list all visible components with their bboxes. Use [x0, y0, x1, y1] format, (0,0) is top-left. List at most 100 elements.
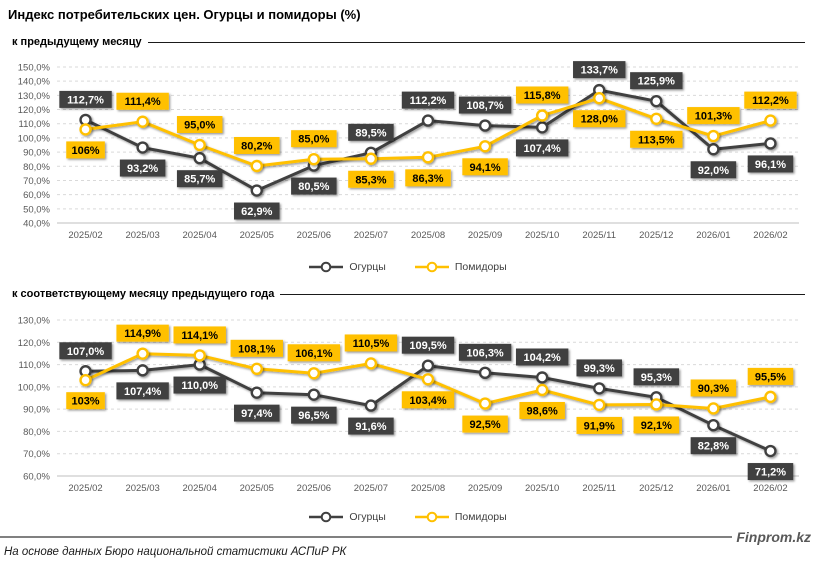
data-point-tomatoes [707, 129, 720, 143]
data-point-cucumbers [193, 151, 206, 165]
data-label-bg-tomatoes [633, 416, 680, 434]
data-label-tomatoes: 108,1% [238, 343, 276, 355]
y-axis-tick-label: 90,0% [23, 148, 50, 159]
data-label-bg-cucumbers [234, 202, 280, 220]
x-axis-tick-label: 2025/10 [525, 230, 559, 241]
data-label-bg-tomatoes [515, 86, 569, 104]
data-point-tomatoes [193, 349, 206, 362]
data-label-cucumbers: 71,2% [755, 467, 786, 479]
data-label-tomatoes: 86,3% [412, 173, 443, 185]
x-axis-tick-label: 2025/05 [240, 230, 274, 241]
x-axis-tick-label: 2025/11 [582, 483, 616, 494]
page-title: Индекс потребительских цен. Огурцы и пом… [8, 7, 361, 22]
data-label-tomatoes: 103% [71, 396, 99, 408]
footer: Finprom.kz На основе данных Бюро национа… [0, 529, 815, 558]
data-label-tomatoes: 111,4% [125, 96, 161, 108]
data-label-bg-tomatoes [344, 334, 398, 352]
data-label-tomatoes: 92,1% [641, 420, 672, 432]
data-point-tomatoes [307, 367, 321, 380]
data-label-tomatoes: 91,9% [584, 420, 615, 432]
x-axis-tick-label: 2025/08 [411, 483, 445, 494]
x-axis-tick-label: 2025/09 [468, 230, 502, 241]
section-header-prev-month: к предыдущему месяцу [12, 36, 805, 48]
data-label-cucumbers: 107,0% [67, 346, 105, 358]
data-label-cucumbers: 110,0% [181, 380, 218, 392]
y-axis-tick-label: 50,0% [23, 204, 50, 215]
data-label-bg-cucumbers [291, 177, 337, 195]
data-label-cucumbers: 112,2% [410, 95, 447, 107]
data-point-cucumbers [707, 143, 720, 156]
data-point-tomatoes [535, 109, 549, 122]
section-divider-line [147, 42, 805, 43]
y-axis-tick-label: 150,0% [18, 63, 51, 74]
x-axis-tick-label: 2026/02 [753, 230, 787, 241]
data-label-cucumbers: 80,5% [298, 181, 329, 193]
data-label-cucumbers: 107,4% [124, 386, 162, 398]
x-axis-tick-label: 2025/12 [639, 483, 673, 494]
data-label-cucumbers: 95,3% [641, 372, 672, 384]
data-label-cucumbers: 108,7% [466, 100, 504, 112]
data-label-cucumbers: 62,9% [241, 206, 272, 218]
data-label-bg-tomatoes [401, 391, 455, 409]
x-axis-tick-label: 2025/06 [297, 483, 331, 494]
data-label-tomatoes: 92,5% [469, 419, 500, 431]
y-axis-tick-label: 130,0% [18, 316, 51, 327]
chart1-legend: Огурцы Помидоры [0, 259, 815, 275]
data-label-bg-cucumbers [747, 155, 794, 173]
data-label-bg-tomatoes [405, 169, 451, 187]
data-label-bg-tomatoes [576, 416, 622, 434]
y-axis-tick-label: 100,0% [18, 133, 51, 144]
data-label-bg-cucumbers [515, 348, 569, 366]
data-label-bg-cucumbers [348, 417, 394, 435]
data-label-tomatoes: 106,1% [295, 348, 333, 360]
data-point-cucumbers [136, 364, 149, 377]
data-point-cucumbers [478, 366, 492, 380]
data-point-tomatoes [250, 159, 263, 173]
footer-divider-line [0, 536, 733, 538]
x-axis-tick-label: 2025/02 [68, 483, 102, 494]
data-label-bg-cucumbers [690, 161, 737, 179]
data-label-tomatoes: 114,1% [181, 330, 218, 342]
data-label-cucumbers: 104,2% [523, 352, 561, 364]
data-label-bg-tomatoes [462, 158, 508, 176]
legend-label-tomatoes: Помидоры [454, 511, 507, 523]
data-label-bg-cucumbers [119, 159, 166, 177]
data-point-tomatoes [136, 115, 149, 128]
x-axis-tick-label: 2025/03 [125, 230, 159, 241]
data-point-cucumbers [650, 94, 663, 108]
y-axis-tick-label: 60,0% [23, 472, 50, 483]
data-label-tomatoes: 113,5% [638, 134, 675, 146]
x-axis-tick-label: 2026/01 [696, 230, 730, 241]
data-label-cucumbers: 96,5% [298, 410, 329, 422]
data-label-cucumbers: 91,6% [355, 421, 386, 433]
legend-marker-icon [309, 511, 344, 523]
data-label-bg-tomatoes [116, 324, 169, 342]
data-label-tomatoes: 85,0% [298, 134, 329, 146]
data-point-cucumbers [250, 386, 263, 399]
data-label-bg-tomatoes [173, 326, 226, 344]
data-point-cucumbers [535, 121, 549, 134]
data-label-cucumbers: 82,8% [698, 441, 729, 453]
data-point-tomatoes [250, 362, 263, 376]
data-point-cucumbers [707, 418, 720, 432]
data-label-bg-cucumbers [173, 376, 226, 394]
data-label-bg-cucumbers [116, 382, 169, 400]
data-label-bg-cucumbers [401, 91, 455, 109]
data-label-tomatoes: 95,0% [184, 120, 215, 132]
data-label-bg-cucumbers [291, 406, 337, 424]
data-label-bg-cucumbers [59, 342, 112, 360]
y-axis-tick-label: 70,0% [23, 449, 50, 460]
data-point-cucumbers [136, 141, 149, 154]
data-label-bg-cucumbers [458, 343, 512, 361]
data-label-tomatoes: 115,8% [524, 90, 561, 102]
data-point-tomatoes [478, 397, 492, 410]
data-point-tomatoes [421, 151, 435, 164]
data-label-tomatoes: 128,0% [581, 114, 619, 126]
legend-marker-icon [309, 261, 344, 273]
x-axis-tick-label: 2025/02 [68, 230, 102, 241]
data-label-bg-cucumbers [690, 437, 737, 455]
data-label-cucumbers: 106,3% [466, 347, 504, 359]
data-point-cucumbers [250, 184, 263, 197]
y-axis-tick-label: 80,0% [23, 162, 50, 173]
data-label-tomatoes: 90,3% [698, 383, 729, 395]
